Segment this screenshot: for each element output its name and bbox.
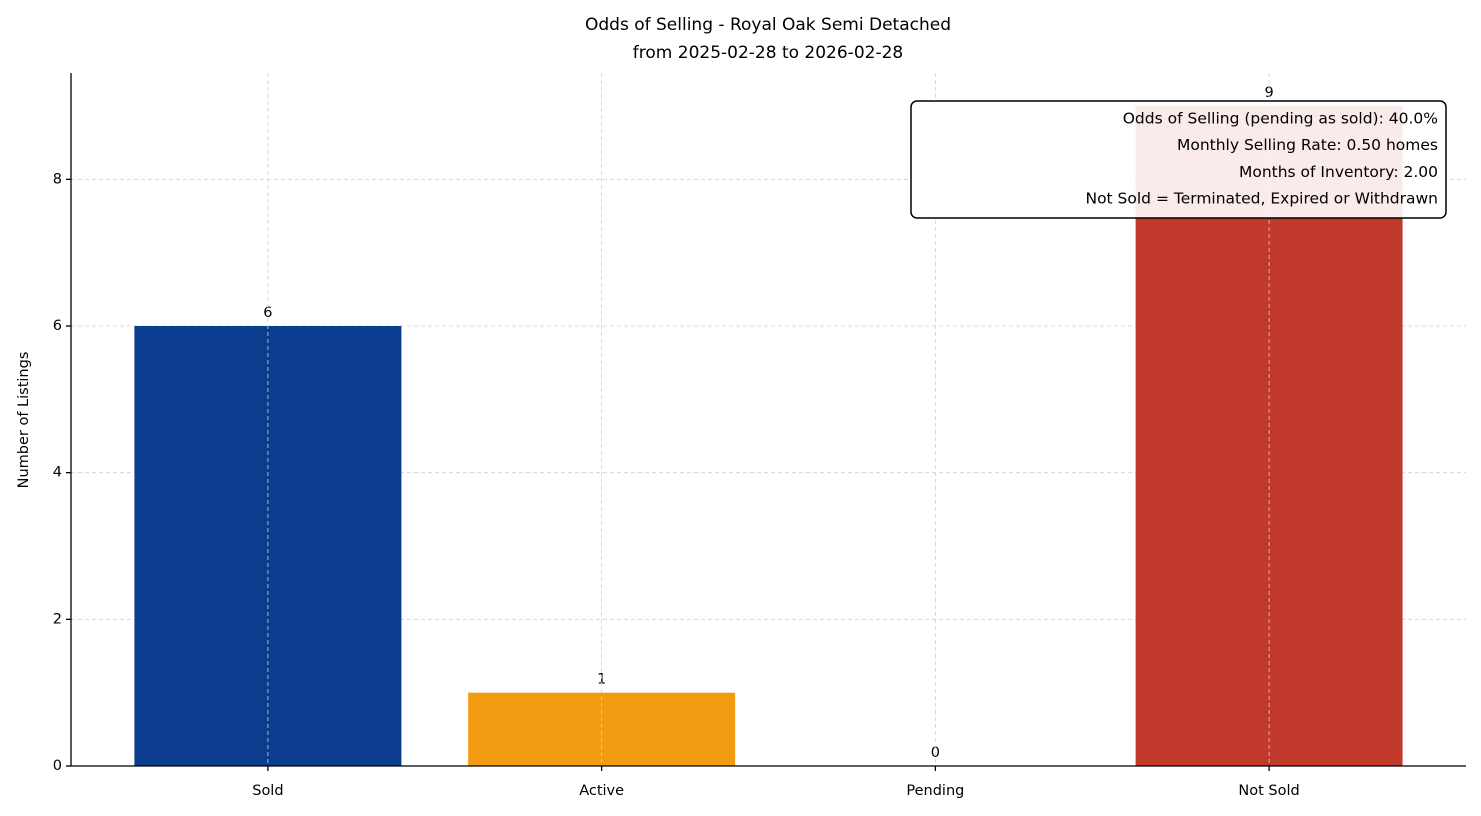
y-tick-label: 0 xyxy=(53,758,62,774)
value-label: 9 xyxy=(1264,85,1273,101)
x-tick-label: Active xyxy=(579,783,624,799)
annotation-line: Not Sold = Terminated, Expired or Withdr… xyxy=(1085,190,1438,208)
x-tick-label: Sold xyxy=(252,783,283,799)
y-axis-label: Number of Listings xyxy=(16,352,32,489)
y-tick-label: 8 xyxy=(53,171,62,187)
x-tick-label: Pending xyxy=(906,783,964,799)
annotation-line: Monthly Selling Rate: 0.50 homes xyxy=(1177,136,1438,154)
y-tick-label: 2 xyxy=(53,611,62,627)
annotation-line: Odds of Selling (pending as sold): 40.0% xyxy=(1123,110,1438,128)
annotation-box xyxy=(910,100,1447,219)
y-tick-label: 4 xyxy=(53,465,62,481)
y-tick-label: 6 xyxy=(53,318,62,334)
chart-subtitle: from 2025-02-28 to 2026-02-28 xyxy=(633,43,903,63)
annotation-line: Months of Inventory: 2.00 xyxy=(1239,163,1438,181)
x-tick-label: Not Sold xyxy=(1238,783,1299,799)
chart-title: Odds of Selling - Royal Oak Semi Detache… xyxy=(585,15,951,35)
value-label: 1 xyxy=(597,672,606,688)
